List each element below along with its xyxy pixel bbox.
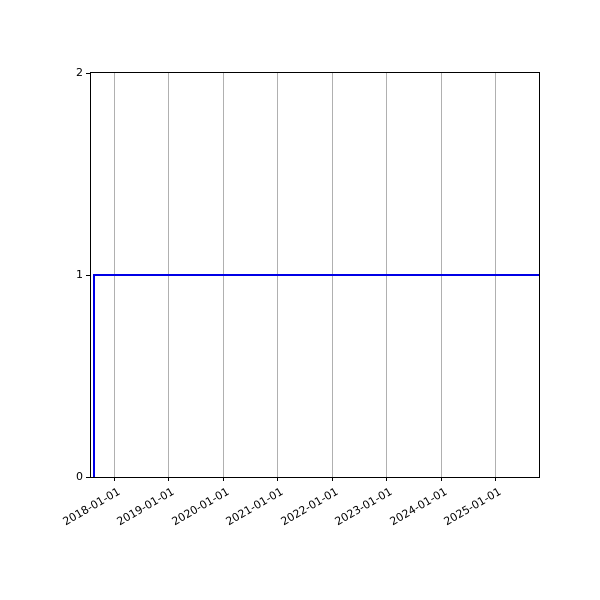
x-tick-mark <box>495 477 496 481</box>
step-line-vertical-segment <box>93 275 95 477</box>
x-tick-mark <box>277 477 278 481</box>
plot-area <box>86 72 540 481</box>
y-tick-label: 0 <box>76 470 83 483</box>
x-tick-mark <box>441 477 442 481</box>
y-tick-mark <box>86 73 90 74</box>
x-tick-label: 2022-01-01 <box>278 485 341 529</box>
y-tick-label: 1 <box>76 268 83 281</box>
x-tick-label: 2025-01-01 <box>441 485 504 529</box>
x-tick-label: 2020-01-01 <box>169 485 232 529</box>
x-tick-mark <box>386 477 387 481</box>
x-tick-label: 2023-01-01 <box>332 485 395 529</box>
step-line-horizontal-segment <box>93 274 539 276</box>
x-tick-mark <box>332 477 333 481</box>
y-tick-mark <box>86 275 90 276</box>
x-tick-mark <box>114 477 115 481</box>
x-tick-label: 2019-01-01 <box>114 485 177 529</box>
x-tick-label: 2018-01-01 <box>60 485 123 529</box>
x-tick-label: 2024-01-01 <box>387 485 450 529</box>
x-tick-mark <box>168 477 169 481</box>
x-tick-mark <box>223 477 224 481</box>
x-tick-label: 2021-01-01 <box>223 485 286 529</box>
y-tick-label: 2 <box>76 66 83 79</box>
y-tick-mark <box>86 477 90 478</box>
